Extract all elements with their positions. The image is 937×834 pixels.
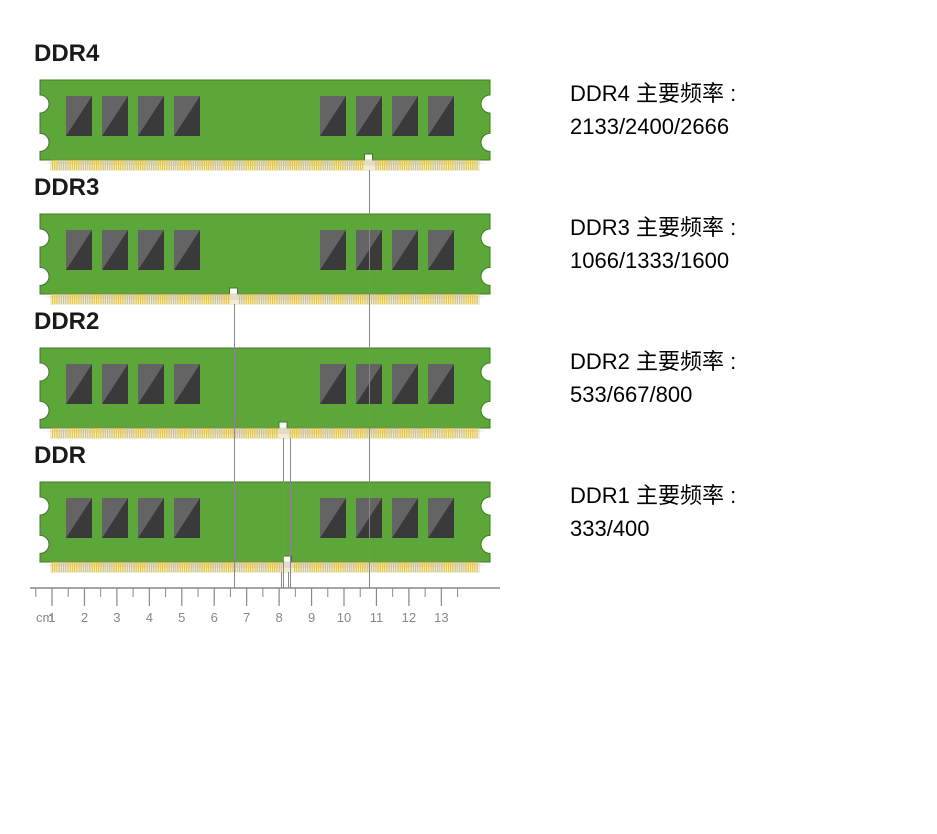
module-column: DDR <box>30 442 510 576</box>
memory-chip <box>320 96 346 136</box>
notch-guide-line <box>369 170 370 588</box>
ram-module <box>30 74 510 174</box>
memory-chip <box>174 498 200 538</box>
memory-chip <box>66 230 92 270</box>
ruler-tick-label: 12 <box>402 610 416 625</box>
ram-module-svg <box>30 342 500 442</box>
diagram-container: DDR4 DDR4 主要频率 :2133/2400/2666DDR3 DDR3 … <box>0 0 937 653</box>
memory-chip <box>320 364 346 404</box>
memory-chip <box>174 364 200 404</box>
ruler-tick-label: 7 <box>243 610 250 625</box>
module-column: DDR3 <box>30 174 510 308</box>
module-row-ddr2: DDR2 DDR2 主要频率 : 533/667/800 <box>30 308 907 442</box>
memory-chip <box>138 96 164 136</box>
info-values: 2133/2400/2666 <box>570 114 736 140</box>
module-row-ddr3: DDR3 DDR3 主要频率 : 1066/1333/1600 <box>30 174 907 308</box>
ram-module <box>30 476 510 576</box>
memory-chip <box>392 230 418 270</box>
ram-module-svg <box>30 74 500 174</box>
memory-chip <box>138 364 164 404</box>
memory-chip <box>392 96 418 136</box>
ram-module-svg <box>30 208 500 308</box>
info-title: DDR2 主要频率 : <box>570 344 736 376</box>
modules-area: DDR4 DDR4 主要频率 : 2133/2400/2666 DDR3 DDR3 … <box>30 40 907 576</box>
info-title: DDR1 主要频率 : <box>570 478 736 510</box>
ruler-tick-label: 11 <box>370 610 384 625</box>
memory-chip <box>102 230 128 270</box>
notch-guide-line <box>281 572 282 588</box>
notch-guide-line <box>288 572 289 588</box>
info-title: DDR3 主要频率 : <box>570 210 736 242</box>
module-info: DDR3 主要频率 : 1066/1333/1600 <box>510 174 736 274</box>
module-label: DDR2 <box>34 308 510 336</box>
module-label: DDR3 <box>34 174 510 202</box>
notch-guide-line <box>283 438 284 588</box>
memory-chip <box>428 364 454 404</box>
module-column: DDR2 <box>30 308 510 442</box>
ruler-tick-label: 10 <box>337 610 351 625</box>
ruler-tick-label: 5 <box>178 610 185 625</box>
info-values: 533/667/800 <box>570 382 736 408</box>
memory-chip <box>138 498 164 538</box>
notch-guide-line <box>234 304 235 588</box>
module-info: DDR4 主要频率 : 2133/2400/2666 <box>510 40 736 140</box>
info-values: 333/400 <box>570 516 736 542</box>
ruler-tick-label: 1 <box>48 610 55 625</box>
memory-chip <box>102 498 128 538</box>
module-column: DDR4 <box>30 40 510 174</box>
module-label: DDR4 <box>34 40 510 68</box>
memory-chip <box>428 230 454 270</box>
ruler-tick-label: 3 <box>113 610 120 625</box>
module-info: DDR1 主要频率 : 333/400 <box>510 442 736 542</box>
memory-chip <box>174 230 200 270</box>
module-row-ddr4: DDR4 DDR4 主要频率 : 2133/2400/2666 <box>30 40 907 174</box>
memory-chip <box>320 498 346 538</box>
info-title: DDR4 主要频率 : <box>570 76 736 108</box>
ruler-area: cm12345678910111213 <box>30 584 510 633</box>
memory-chip <box>428 498 454 538</box>
ruler-tick-label: 2 <box>81 610 88 625</box>
ruler-tick-label: 8 <box>275 610 282 625</box>
ruler-tick-label: 4 <box>146 610 153 625</box>
memory-chip <box>356 96 382 136</box>
memory-chip <box>320 230 346 270</box>
memory-chip <box>66 498 92 538</box>
ram-module-svg <box>30 476 500 576</box>
module-row-ddr: DDR DDR1 主要频率 : 333/400 <box>30 442 907 576</box>
memory-chip <box>392 498 418 538</box>
info-values: 1066/1333/1600 <box>570 248 736 274</box>
notch-guide-line <box>290 438 291 588</box>
memory-chip <box>66 364 92 404</box>
module-info: DDR2 主要频率 : 533/667/800 <box>510 308 736 408</box>
module-label: DDR <box>34 442 510 470</box>
ram-module <box>30 208 510 308</box>
ram-module <box>30 342 510 442</box>
memory-chip <box>102 364 128 404</box>
memory-chip <box>102 96 128 136</box>
ruler-tick-label: 6 <box>211 610 218 625</box>
memory-chip <box>428 96 454 136</box>
memory-chip <box>174 96 200 136</box>
memory-chip <box>66 96 92 136</box>
ruler-tick-label: 9 <box>308 610 315 625</box>
memory-chip <box>138 230 164 270</box>
ruler-tick-label: 13 <box>434 610 448 625</box>
memory-chip <box>392 364 418 404</box>
